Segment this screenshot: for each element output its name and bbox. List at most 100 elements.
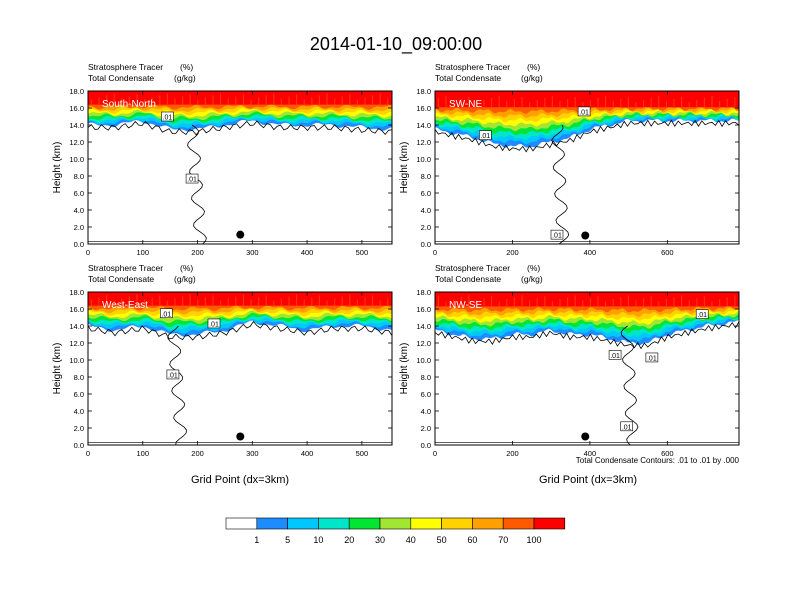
tracer-streak (174, 298, 176, 306)
tracer-streak (643, 100, 645, 108)
x-tick-label: 400 (584, 449, 597, 458)
tracer-streak (159, 295, 161, 306)
tracer-streak (235, 296, 237, 306)
y-tick-label: 14.0 (416, 322, 431, 331)
tracer-streak (544, 296, 546, 307)
tracer-streak (204, 97, 206, 105)
tracer-streak (582, 300, 584, 307)
y-tick-label: 16.0 (69, 104, 84, 113)
condensate-contour-column (167, 325, 187, 445)
tracer-streak (673, 98, 675, 108)
y-tick-label: 6.0 (74, 189, 84, 198)
tracer-streak (445, 95, 447, 108)
y-tick-label: 0.0 (74, 240, 84, 249)
header-tracer: Stratosphere Tracer (435, 62, 510, 72)
y-axis-label: Height (km) (52, 142, 63, 194)
tracer-streak (280, 98, 282, 105)
colorbar-label: 30 (375, 535, 385, 545)
tracer-streak (341, 96, 343, 105)
header-tracer-unit: (%) (527, 263, 540, 273)
tracer-streak (726, 297, 728, 307)
xlabel-left: Grid Point (dx=3km) (191, 474, 289, 486)
location-marker (236, 230, 245, 239)
contour-label-box (645, 352, 659, 363)
contour-label: .01 (163, 115, 173, 122)
tracer-streak (437, 296, 439, 307)
tracer-streak (529, 102, 531, 108)
header-tracer-unit: (%) (180, 263, 193, 273)
tracer-streak (364, 297, 366, 306)
cross-section-name: SW-NE (449, 99, 482, 110)
condensate-contour-tropopause (88, 120, 392, 136)
colorbar-box (441, 517, 473, 530)
tracer-streak (265, 295, 267, 306)
plot-area: .01 .01 (88, 91, 392, 244)
cross-section-name: West-East (102, 300, 148, 311)
tracer-streak (128, 96, 130, 105)
tracer-streak (151, 297, 153, 306)
tracer-streak (356, 99, 358, 105)
y-tick-label: 4.0 (74, 407, 84, 416)
contour-label: .01 (697, 312, 707, 319)
x-tick-label: 600 (661, 449, 674, 458)
tracer-streak (703, 97, 705, 108)
plot-area: .01 .01 .01 .01 (435, 292, 739, 445)
y-tick-label: 14.0 (69, 322, 84, 331)
x-tick-label: 300 (246, 449, 259, 458)
y-tick-label: 12.0 (416, 339, 431, 348)
tracer-streak (98, 297, 100, 306)
tracer-streak (491, 97, 493, 108)
tracer-streak (521, 96, 523, 108)
contour-label-box (185, 173, 199, 184)
panel-west-east: .01 .01 .01 0.0 2.0 4.0 6.0 8.0 10.0 12.0 14.0 16.0… (52, 263, 393, 458)
header-condensate-unit: (g/kg) (174, 274, 196, 284)
tracer-streak (643, 298, 645, 307)
condensate-contour-column (620, 325, 639, 445)
x-tick-label: 200 (191, 248, 204, 257)
tracer-streak (106, 295, 108, 306)
tracer-streak (372, 295, 374, 306)
tracer-streak (318, 295, 320, 306)
y-tick-label: 16.0 (416, 104, 431, 113)
colorbar-box (318, 517, 350, 530)
tracer-streak (189, 294, 191, 306)
y-tick-label: 18.0 (69, 87, 84, 96)
contour-label: .01 (161, 311, 171, 318)
colorbar-box (410, 517, 442, 530)
tracer-streak (364, 97, 366, 105)
tracer-streak (445, 301, 447, 307)
contour-label-box (577, 106, 591, 117)
y-tick-label: 10.0 (416, 155, 431, 164)
tracer-streak (498, 301, 500, 307)
tracer-streak (437, 97, 439, 108)
tracer-streak (387, 98, 389, 105)
contour-label-box (479, 130, 492, 140)
plot-frame (434, 291, 740, 446)
tracer-streak (635, 102, 637, 108)
x-tick-label: 300 (246, 248, 259, 257)
x-tick-label: 100 (137, 449, 150, 458)
tracer-streak (204, 297, 206, 306)
tracer-streak (174, 98, 176, 105)
tracer-streak (334, 98, 336, 105)
tracer-streak (453, 101, 455, 108)
tracer-streak (197, 99, 199, 105)
tracer-streak (288, 296, 290, 306)
colorbar-box (287, 517, 319, 530)
colorbar-label: 5 (285, 535, 290, 545)
tracer-streak (597, 296, 599, 307)
y-tick-label: 16.0 (69, 305, 84, 314)
tracer-streak (567, 297, 569, 307)
header-condensate: Total Condensate (435, 274, 501, 284)
tracer-streak (673, 297, 675, 307)
y-tick-label: 6.0 (74, 390, 84, 399)
location-marker (581, 432, 590, 441)
header-tracer: Stratosphere Tracer (88, 62, 163, 72)
tracer-streak (197, 299, 199, 306)
tracer-streak (506, 101, 508, 108)
tracer-level-10 (88, 292, 392, 306)
tracer-streak (696, 100, 698, 108)
tracer-streak (90, 299, 92, 306)
contour-label: .01 (579, 109, 589, 116)
